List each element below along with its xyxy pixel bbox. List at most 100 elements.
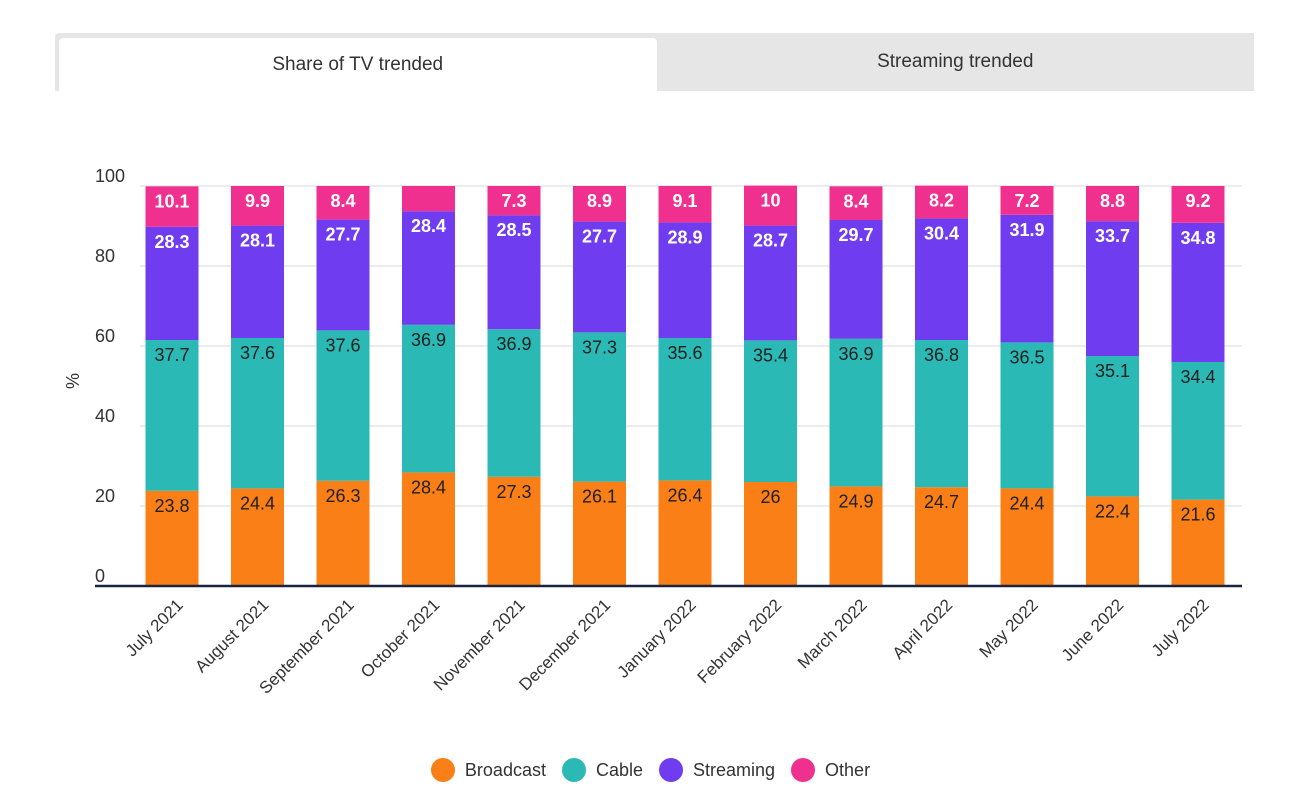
data-label-broadcast: 21.6 [1180, 505, 1215, 525]
bar-other [915, 185, 968, 219]
data-label-streaming: 27.7 [582, 227, 617, 247]
x-tick-label: July 2022 [1148, 595, 1213, 660]
data-label-streaming: 28.7 [753, 231, 788, 251]
data-label-broadcast: 26.4 [667, 485, 702, 505]
bar-broadcast [402, 472, 455, 586]
bar-other [573, 186, 626, 222]
cable-swatch-icon [561, 758, 586, 782]
bar-other [487, 186, 541, 216]
bar-broadcast [658, 480, 712, 586]
data-label-cable: 37.6 [240, 343, 275, 363]
legend-item-streaming[interactable]: Streaming [659, 758, 775, 782]
legend-item-cable[interactable]: Cable [561, 758, 643, 782]
data-label-broadcast: 23.8 [154, 496, 189, 516]
bar-cable [1086, 356, 1139, 497]
y-tick-label: 0 [95, 566, 105, 586]
data-label-other: 8.4 [843, 191, 868, 211]
bar-streaming [1000, 214, 1054, 343]
other-swatch-icon [791, 758, 816, 782]
data-label-streaming: 28.4 [411, 216, 446, 236]
data-label-broadcast: 26.3 [325, 486, 360, 506]
bar-broadcast [316, 480, 370, 586]
x-tick-label: December 2021 [515, 595, 614, 694]
data-label-streaming: 29.7 [838, 225, 873, 245]
data-label-broadcast: 26 [760, 487, 780, 507]
data-label-cable: 34.4 [1180, 367, 1215, 387]
bar-broadcast [487, 476, 541, 586]
x-tick-label: November 2021 [430, 595, 529, 694]
data-label-other: 9.1 [672, 191, 697, 211]
bar-other [658, 186, 712, 223]
data-label-streaming: 30.4 [924, 223, 959, 243]
data-label-cable: 36.8 [924, 345, 959, 365]
data-label-cable: 35.4 [753, 345, 788, 365]
x-tick-label: May 2022 [976, 595, 1042, 661]
data-label-other: 8.4 [330, 191, 355, 211]
bar-cable [744, 340, 797, 482]
bar-other [829, 186, 883, 220]
legend-item-other[interactable]: Other [791, 758, 870, 782]
data-label-streaming: 31.9 [1009, 220, 1044, 240]
bar-cable [915, 340, 968, 488]
x-tick-label: April 2022 [889, 595, 957, 663]
data-label-streaming: 28.3 [154, 232, 189, 252]
data-label-broadcast: 26.1 [582, 487, 617, 507]
y-tick-label: 100 [95, 166, 125, 186]
data-label-other: 7.2 [1014, 191, 1039, 211]
legend-label: Other [825, 759, 871, 780]
data-label-broadcast: 24.4 [240, 493, 275, 513]
legend-label: Streaming [693, 759, 776, 780]
bar-streaming [487, 215, 541, 330]
tab-share-of-tv-trended[interactable]: Share of TV trended [59, 38, 657, 91]
bar-cable [1171, 362, 1225, 500]
data-label-other: 9.2 [1185, 191, 1210, 211]
x-tick-label: January 2022 [614, 595, 700, 681]
x-tick-label: October 2021 [357, 595, 443, 681]
bar-cable [573, 332, 626, 482]
data-label-cable: 36.5 [1009, 347, 1044, 367]
bar-cable [231, 338, 284, 489]
data-label-cable: 36.9 [411, 330, 446, 350]
x-tick-label: September 2021 [256, 595, 358, 697]
bar-cable [402, 324, 455, 473]
legend-label: Broadcast [464, 759, 546, 780]
data-label-broadcast: 27.3 [496, 482, 531, 502]
tab-streaming-trended[interactable]: Streaming trended [656, 33, 1254, 91]
data-label-streaming: 28.5 [496, 220, 531, 240]
bar-streaming [915, 218, 968, 340]
data-label-cable: 35.1 [1095, 361, 1130, 381]
data-label-other: 8.9 [587, 191, 612, 211]
data-label-broadcast: 24.7 [924, 492, 959, 512]
broadcast-swatch-icon [430, 758, 455, 782]
bar-cable [145, 340, 199, 491]
x-tick-label: June 2022 [1058, 595, 1128, 665]
bar-broadcast [231, 488, 284, 586]
y-tick-label: 80 [95, 246, 115, 266]
data-label-cable: 37.7 [154, 345, 189, 365]
bar-other [1086, 186, 1139, 222]
bar-broadcast [573, 481, 626, 586]
data-label-streaming: 28.1 [240, 231, 275, 251]
data-label-cable: 37.6 [325, 335, 360, 355]
bar-streaming [573, 221, 626, 333]
bar-streaming [316, 219, 370, 331]
legend-item-broadcast[interactable]: Broadcast [430, 758, 546, 782]
bar-broadcast [829, 486, 883, 586]
bar-streaming [1171, 222, 1225, 362]
data-label-broadcast: 28.4 [411, 477, 446, 497]
stacked-bar-chart: 0 20 40 60 80 100% 23.8 37.7 28.3 10.1 July 2021 24… [63, 166, 1242, 698]
y-axis-label: % [63, 373, 83, 389]
x-tick-label: February 2022 [694, 595, 786, 687]
bar-broadcast [1086, 496, 1139, 586]
bar-streaming [829, 220, 883, 339]
bar-streaming [1086, 221, 1139, 356]
bar-other [1000, 186, 1054, 215]
bar-broadcast [1171, 499, 1225, 586]
data-label-cable: 35.6 [667, 343, 702, 363]
x-tick-label: July 2021 [122, 595, 187, 660]
bar-cable [829, 338, 883, 487]
bar-streaming [402, 211, 455, 325]
chart-legend: Broadcast Cable Streaming Other [0, 758, 1301, 782]
x-tick-label: August 2021 [191, 595, 272, 676]
data-label-other: 8.2 [929, 191, 954, 211]
